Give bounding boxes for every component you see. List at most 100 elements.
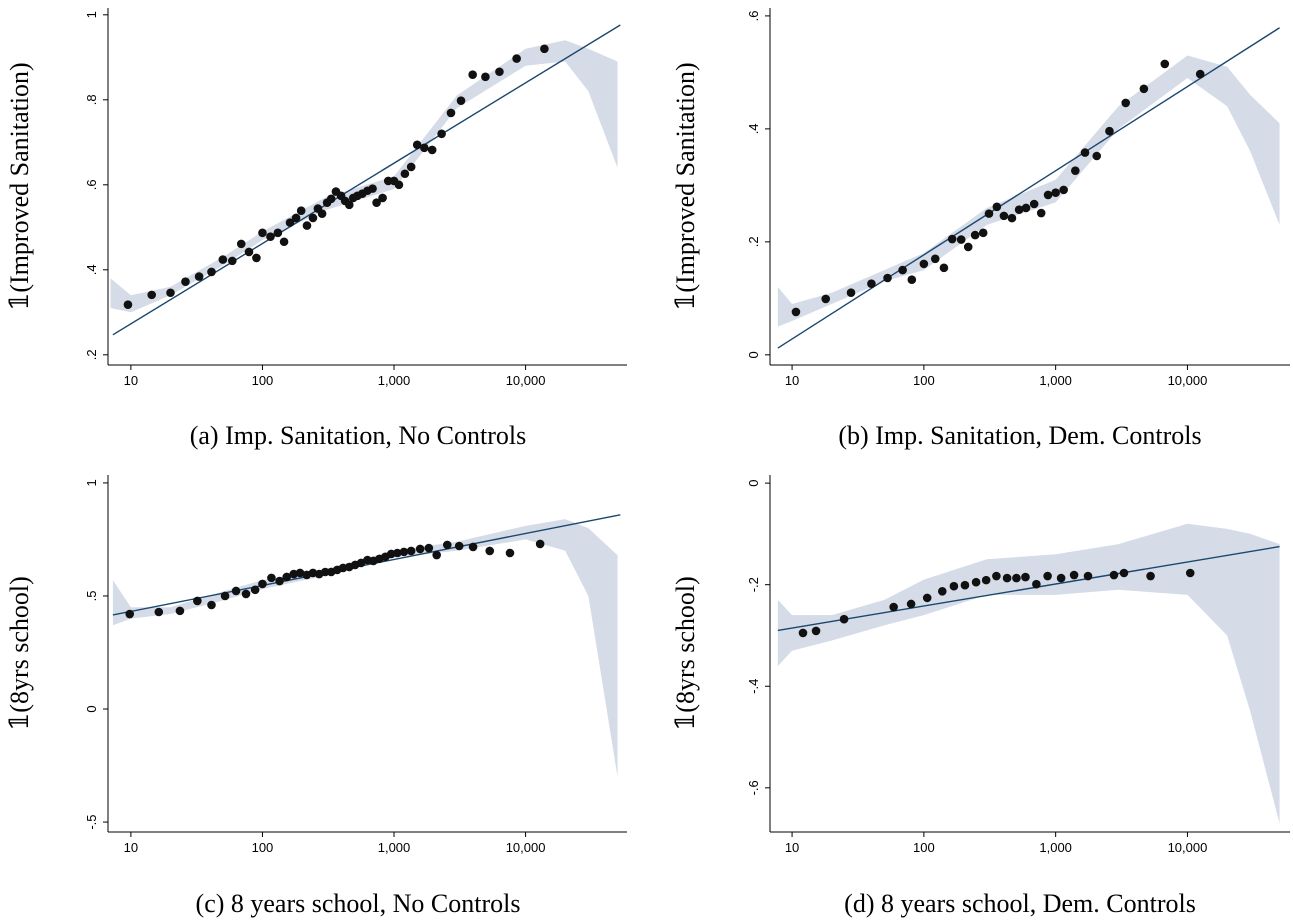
point <box>308 213 318 223</box>
point <box>495 67 504 77</box>
point <box>1083 571 1093 581</box>
point <box>123 300 133 309</box>
x-tick-label: 10 <box>785 373 799 388</box>
point <box>446 108 456 118</box>
point <box>207 267 216 277</box>
point <box>1014 205 1024 214</box>
point <box>412 140 422 150</box>
point <box>963 242 973 252</box>
point <box>406 546 416 556</box>
point <box>540 44 549 54</box>
fit-line <box>777 27 1280 349</box>
point <box>1007 213 1017 223</box>
point <box>919 259 929 269</box>
fit-line <box>112 514 621 616</box>
fit-line <box>112 24 621 336</box>
y-tick-label: 0 <box>84 705 99 712</box>
point <box>1021 203 1031 213</box>
point <box>1043 571 1052 581</box>
x-tick-label: 10,000 <box>1168 373 1208 388</box>
point <box>317 209 327 218</box>
point <box>978 228 988 238</box>
y-axis-label: 𝟙(Improved Sanitation) <box>671 62 700 310</box>
point <box>154 607 164 617</box>
point <box>907 275 917 285</box>
point <box>207 600 216 610</box>
x-tick-label: 100 <box>252 373 274 388</box>
point <box>984 209 994 218</box>
y-tick-label: 0 <box>746 351 761 358</box>
point <box>252 253 261 263</box>
y-tick-label: -.4 <box>746 679 761 694</box>
y-tick-label: .6 <box>746 10 761 21</box>
point <box>420 143 429 153</box>
point <box>175 606 185 616</box>
point <box>1029 199 1039 209</box>
y-tick-label: 1 <box>84 11 99 18</box>
point <box>378 193 387 203</box>
point <box>1002 573 1012 583</box>
x-tick-label: 100 <box>252 840 274 855</box>
point <box>960 580 970 590</box>
point <box>285 218 295 227</box>
y-tick-label: .4 <box>746 123 761 134</box>
point <box>399 547 409 557</box>
x-tick-label: 10,000 <box>1168 840 1208 855</box>
point <box>231 586 241 596</box>
point <box>368 184 377 193</box>
panel: 10 100 1,000 10,000 -.5 0 .5 1 𝟙(8yrs school) (c)… <box>5 475 627 918</box>
point <box>147 290 157 300</box>
point <box>244 247 254 257</box>
point <box>1092 151 1102 161</box>
point <box>194 272 204 281</box>
point <box>883 273 892 283</box>
point <box>220 591 230 601</box>
point <box>821 294 831 304</box>
point <box>811 626 821 636</box>
point <box>218 255 228 264</box>
x-tick-label: 1,000 <box>378 840 411 855</box>
panel: 10 100 1,000 10,000 0 .2 .4 .6 𝟙(Improved Sanita… <box>671 8 1290 450</box>
x-tick-label: 1,000 <box>1039 840 1072 855</box>
point <box>427 145 437 155</box>
point <box>970 230 980 240</box>
y-tick-label: 0 <box>746 480 761 487</box>
point <box>1080 148 1090 157</box>
y-tick-label: -.5 <box>84 814 99 829</box>
point <box>372 198 381 207</box>
point <box>250 585 260 595</box>
point <box>1069 570 1079 580</box>
point <box>296 206 306 216</box>
point <box>839 614 849 624</box>
point <box>454 541 464 551</box>
point <box>992 571 1001 581</box>
point <box>485 546 495 556</box>
point <box>424 543 434 553</box>
panel: 10 100 1,000 10,000 .2 .4 .6 .8 1 𝟙(Improved Sani… <box>5 8 627 450</box>
point <box>1119 568 1129 578</box>
point <box>193 596 202 606</box>
point <box>939 263 949 273</box>
point <box>1195 69 1205 79</box>
point <box>1109 570 1119 580</box>
point <box>393 548 402 558</box>
point <box>326 194 336 204</box>
point <box>166 288 175 298</box>
x-tick-label: 1,000 <box>378 373 411 388</box>
point <box>468 542 478 552</box>
point <box>279 237 289 247</box>
point <box>258 579 267 589</box>
point <box>241 589 251 599</box>
y-axis-label: 𝟙(8yrs school) <box>671 576 700 731</box>
point <box>971 577 981 587</box>
point <box>1043 190 1053 200</box>
point <box>344 200 354 210</box>
point <box>1056 573 1066 583</box>
point <box>947 234 957 244</box>
y-tick-label: -.6 <box>746 780 761 795</box>
point <box>236 239 246 249</box>
point <box>456 96 466 105</box>
point <box>282 572 292 582</box>
